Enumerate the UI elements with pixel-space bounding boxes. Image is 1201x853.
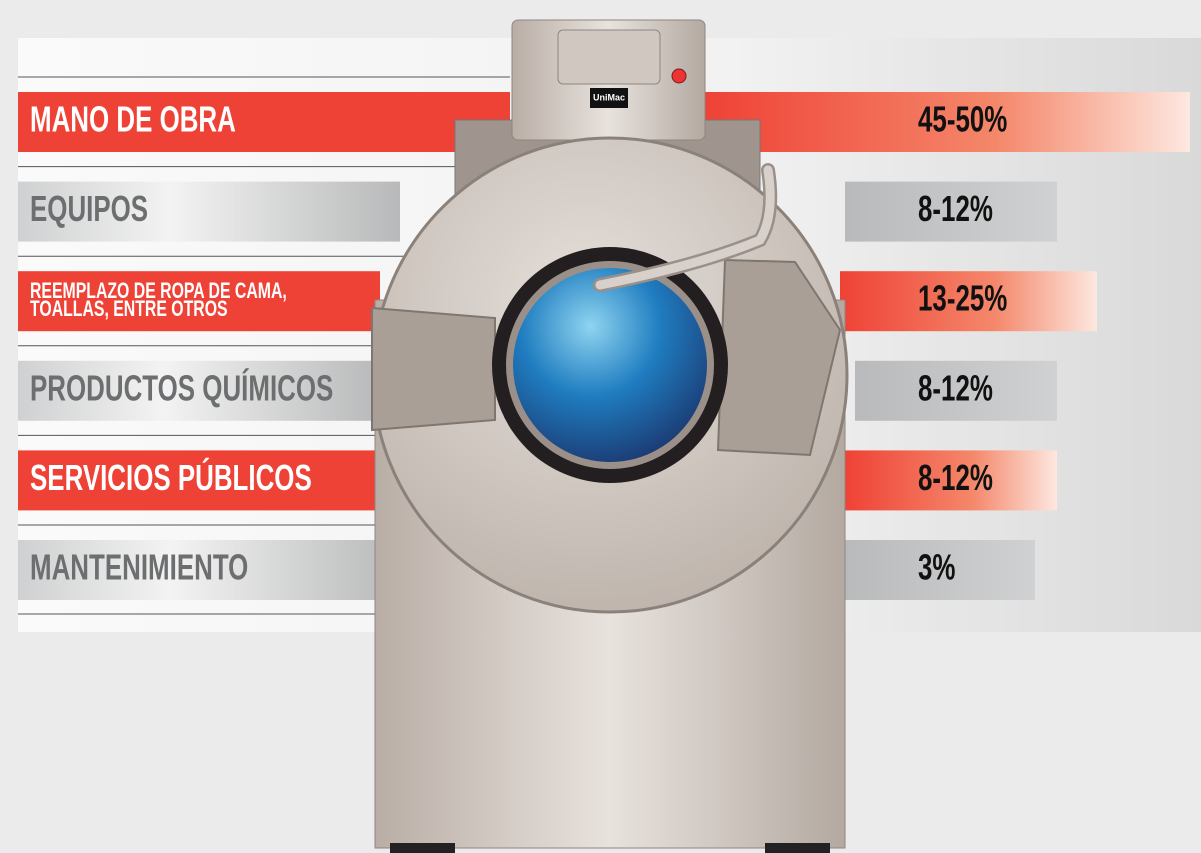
row-value: 8-12% [918, 458, 993, 498]
value-group: 8-12% [918, 189, 993, 229]
label-line-group: MANTENIMIENTO [30, 547, 248, 587]
page: MANO DE OBRA45-50%EQUIPOS8-12%REEMPLAZO … [0, 0, 1201, 853]
brand-logo: UniMac [593, 92, 625, 102]
row-value: 8-12% [918, 368, 993, 408]
row-value: 45-50% [918, 99, 1007, 139]
label-line-group: MANO DE OBRA [30, 99, 236, 139]
infographic: MANO DE OBRA45-50%EQUIPOS8-12%REEMPLAZO … [0, 0, 1201, 853]
row-label: TOALLAS, ENTRE OTROS [30, 298, 228, 322]
row-value: 13-25% [918, 279, 1007, 319]
value-group: 8-12% [918, 458, 993, 498]
row-label: EQUIPOS [30, 189, 148, 229]
label-line-group: SERVICIOS PÚBLICOS [30, 457, 312, 498]
row-label: MANTENIMIENTO [30, 547, 248, 587]
value-group: 45-50% [918, 99, 1007, 139]
label-line-group: TOALLAS, ENTRE OTROS [30, 298, 228, 322]
row-label: SERVICIOS PÚBLICOS [30, 457, 312, 498]
row-label: PRODUCTOS QUÍMICOS [30, 368, 333, 408]
row-value: 3% [918, 547, 956, 587]
label-line-group: EQUIPOS [30, 189, 148, 229]
value-group: 3% [918, 547, 956, 587]
row-value: 8-12% [918, 189, 993, 229]
label-line-group: PRODUCTOS QUÍMICOS [30, 368, 333, 408]
row-label: MANO DE OBRA [30, 99, 236, 139]
value-group: 8-12% [918, 368, 993, 408]
value-group: 13-25% [918, 279, 1007, 319]
